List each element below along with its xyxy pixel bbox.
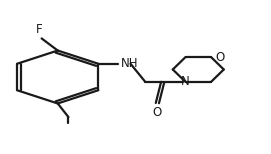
Text: O: O [153,106,162,119]
Text: F: F [36,23,42,36]
Text: N: N [181,75,190,88]
Text: O: O [215,51,224,64]
Text: NH: NH [121,57,139,70]
